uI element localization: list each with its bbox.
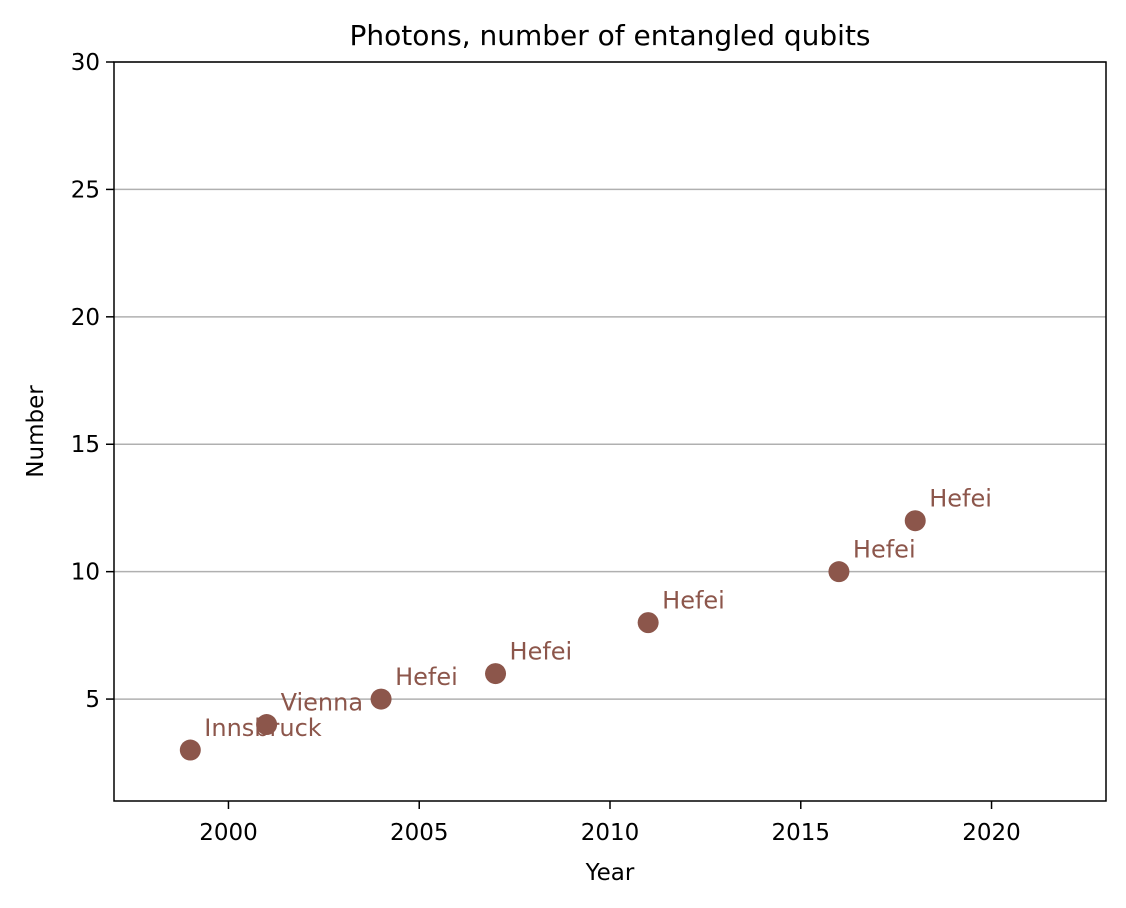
data-point xyxy=(637,612,659,634)
x-tick-label: 2010 xyxy=(581,820,640,846)
y-axis-ticks: 5 10 15 20 25 30 xyxy=(71,50,114,713)
y-tick-label: 10 xyxy=(71,560,100,586)
data-point xyxy=(485,663,507,685)
point-label: Hefei xyxy=(395,663,458,691)
data-point xyxy=(179,739,201,761)
plot-frame xyxy=(113,61,1107,802)
data-point xyxy=(904,510,926,532)
point-label: Hefei xyxy=(853,536,916,564)
y-tick-label: 5 xyxy=(85,687,100,713)
point-label: Innsbruck xyxy=(204,714,322,742)
y-tick-label: 25 xyxy=(71,177,100,203)
data-points xyxy=(179,510,926,761)
data-point xyxy=(256,714,278,736)
x-tick-label: 2000 xyxy=(199,820,258,846)
x-tick-label: 2020 xyxy=(962,820,1021,846)
point-label: Hefei xyxy=(662,587,725,615)
y-tick-label: 30 xyxy=(71,50,100,76)
y-axis-title: Number xyxy=(23,385,49,478)
data-point xyxy=(828,561,850,583)
point-label: Vienna xyxy=(281,689,363,717)
y-tick-label: 15 xyxy=(71,432,100,458)
x-axis-title: Year xyxy=(585,860,635,886)
data-point xyxy=(370,688,392,710)
x-axis-ticks: 2000 2005 2010 2015 2020 xyxy=(199,801,1021,846)
point-label: Hefei xyxy=(929,485,992,513)
chart-title: Photons, number of entangled qubits xyxy=(349,19,870,52)
grid-lines xyxy=(114,61,1106,700)
point-label: Hefei xyxy=(510,638,573,666)
y-tick-label: 20 xyxy=(71,305,100,331)
x-tick-label: 2015 xyxy=(771,820,830,846)
x-tick-label: 2005 xyxy=(390,820,449,846)
